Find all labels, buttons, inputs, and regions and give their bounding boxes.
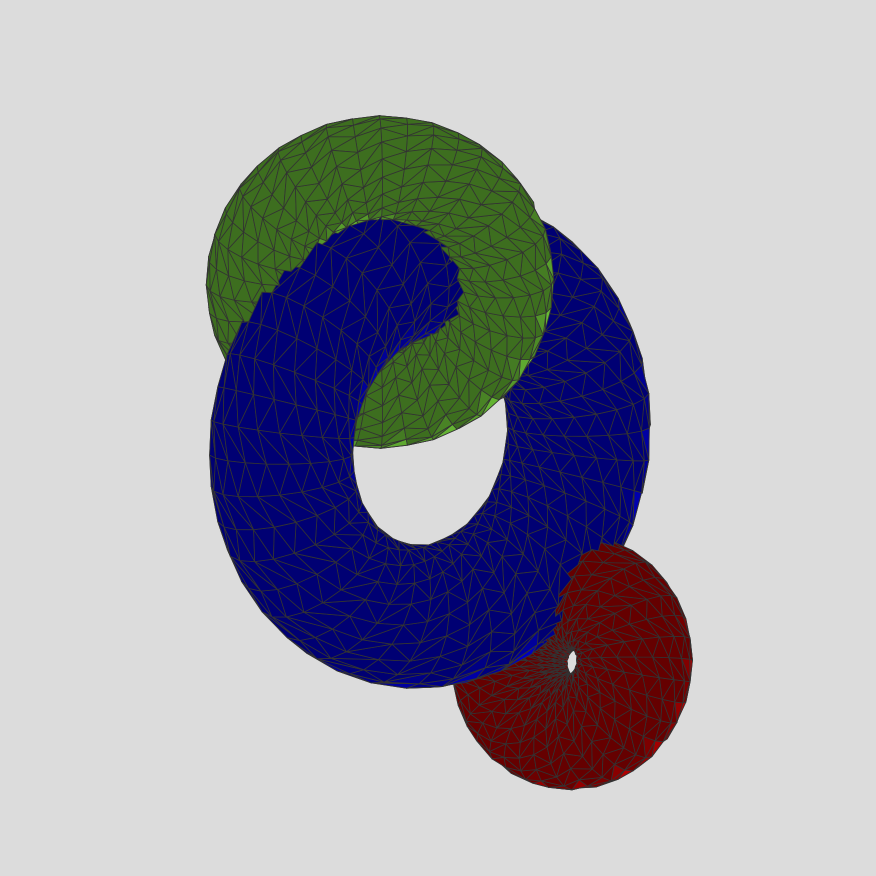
red-torus-face [624,671,643,691]
red-torus-face [616,656,643,676]
red-torus-face [491,756,507,768]
green-torus-face [294,166,320,188]
red-torus-face [516,687,531,701]
mesh-layer [205,115,693,791]
green-torus-face [360,158,383,188]
green-torus-face [398,382,418,401]
green-torus-face [381,158,405,178]
blue-torus-face [273,399,297,434]
green-torus-face [365,387,383,407]
red-torus-face [624,638,643,658]
green-torus-face [336,166,362,185]
blue-torus-face [293,348,318,381]
blue-torus-face [559,455,583,478]
red-torus-face [506,675,524,687]
